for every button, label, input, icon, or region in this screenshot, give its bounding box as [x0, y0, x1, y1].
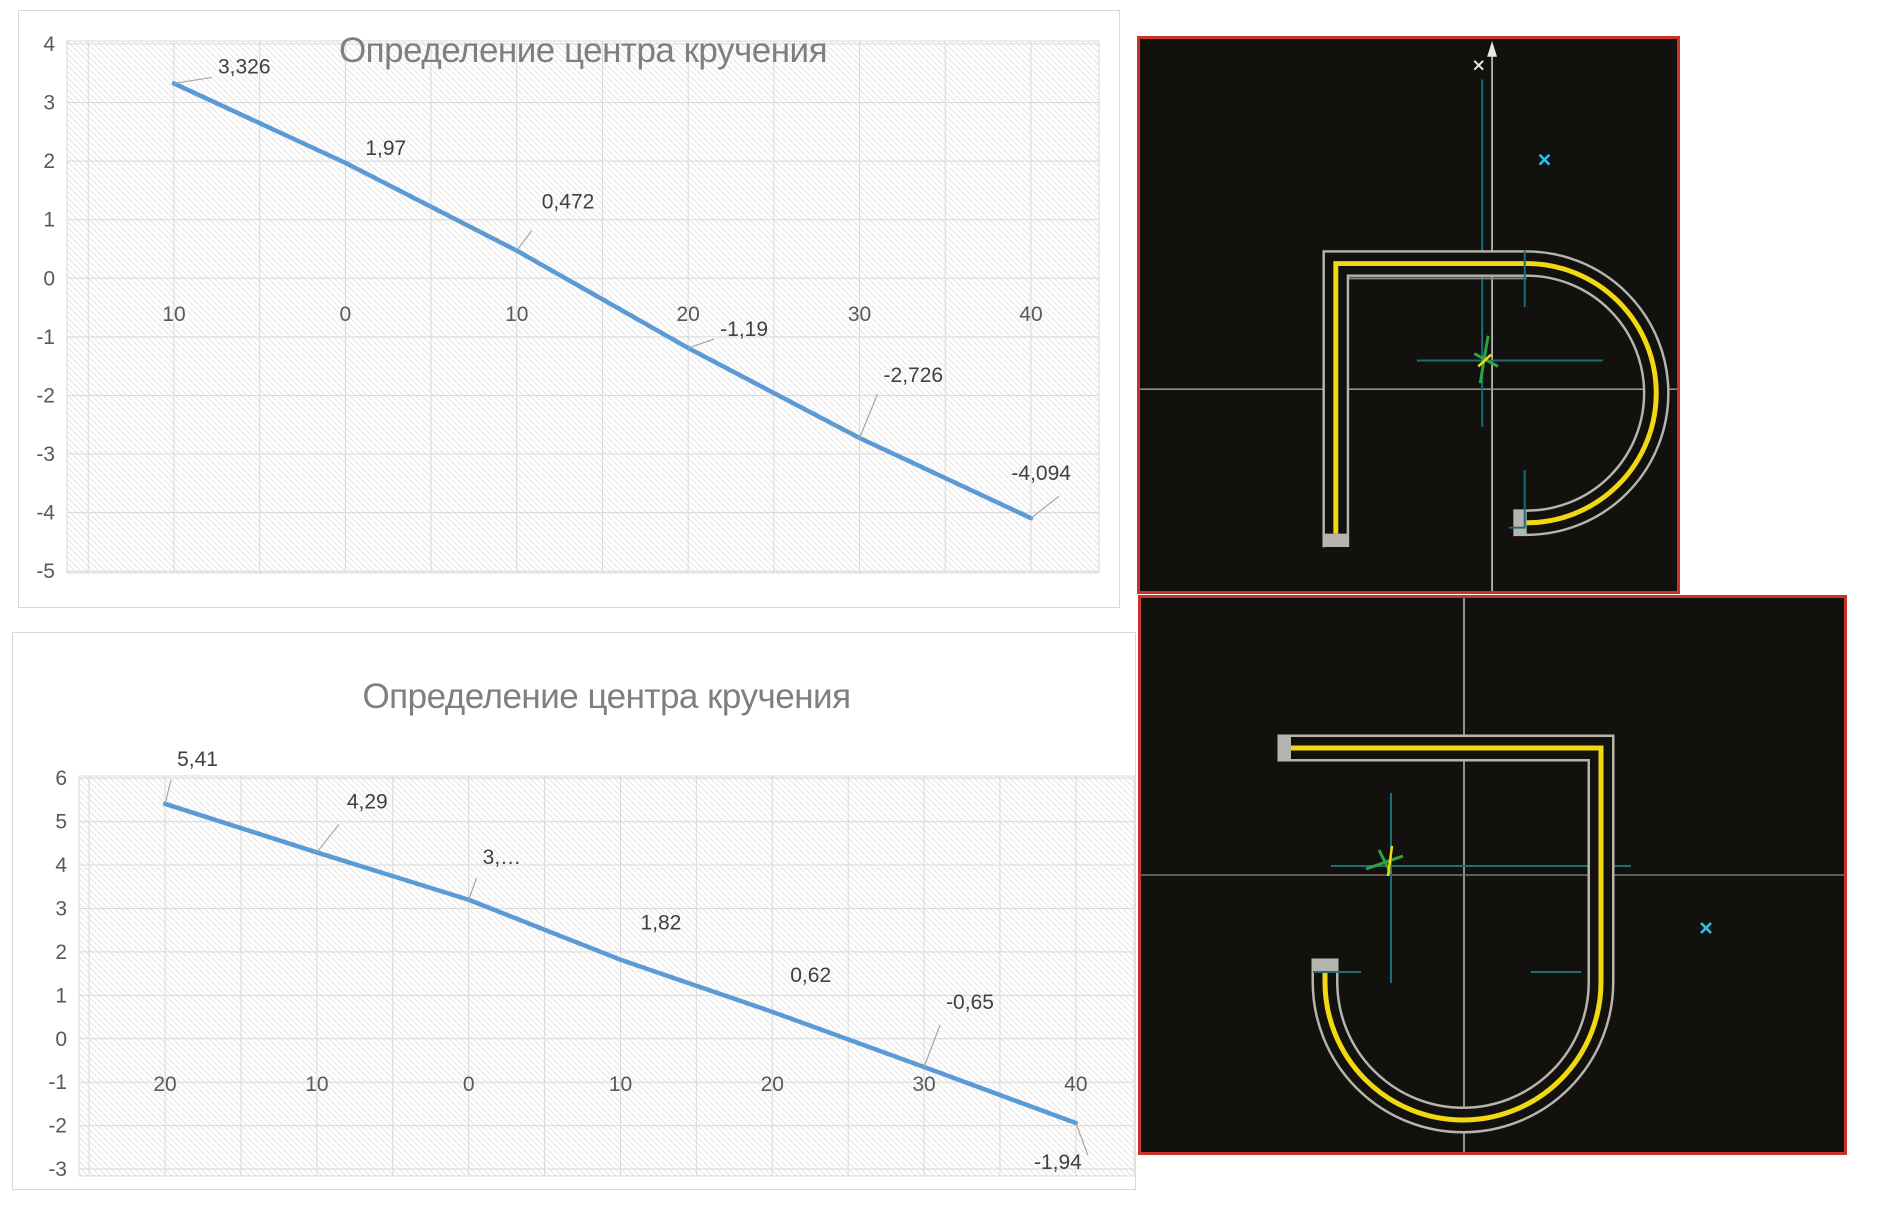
- x-tick-label: 20: [153, 1073, 176, 1096]
- axis-x-marker-icon: [1473, 60, 1484, 71]
- data-label-leader: [1075, 1122, 1089, 1156]
- point-x-marker-icon: [1538, 153, 1551, 166]
- y-tick-label: 1: [55, 984, 67, 1007]
- data-label-leader: [164, 779, 172, 804]
- y-tick-label: 3: [55, 897, 67, 920]
- data-label: 3,…: [483, 846, 522, 869]
- y-tick-label: -1: [36, 326, 55, 349]
- cad-view-bottom[interactable]: [1138, 595, 1847, 1155]
- data-label: -2,726: [884, 364, 944, 387]
- data-label-leader: [516, 230, 533, 251]
- snap-highlight-icon: [1477, 353, 1492, 368]
- plot-border: [78, 775, 1135, 1177]
- data-label-leader: [923, 1024, 941, 1068]
- chart-title: Определение центра кручения: [338, 31, 828, 70]
- y-tick-label: -5: [36, 560, 55, 583]
- y-tick-label: 2: [43, 150, 55, 173]
- line-chart-top: 10 0 10 20 30 4043210-1-2-3-4-53,3261,970,472…: [36, 33, 1100, 583]
- cad-canvas-bottom: [1141, 598, 1844, 1152]
- y-tick-label: 0: [55, 1028, 67, 1051]
- y-tick-label: 6: [55, 767, 67, 790]
- data-label: 0,472: [542, 191, 595, 214]
- series-line: [171, 81, 1034, 521]
- y-tick-label: 1: [43, 209, 55, 232]
- data-label: 4,29: [347, 790, 388, 813]
- data-label: -0,65: [946, 991, 994, 1014]
- x-tick-label: 0: [340, 303, 352, 326]
- y-tick-label: -4: [36, 502, 55, 525]
- y-tick-label: -3: [36, 443, 55, 466]
- y-tick-label: 5: [55, 811, 67, 834]
- data-label: 1,82: [640, 912, 681, 935]
- line-chart-bottom: 20 10 0 10 20 30 406543210-1-2-35,414,293,…1,8…: [48, 748, 1135, 1181]
- section-midline-highlight: [1333, 261, 1659, 534]
- data-label: 3,326: [218, 55, 271, 78]
- x-tick-label: 10: [162, 303, 185, 326]
- y-tick-label: 3: [43, 92, 55, 115]
- data-label-leader: [468, 877, 478, 900]
- cad-view-top[interactable]: [1137, 36, 1680, 594]
- x-tick-label: 10: [305, 1073, 328, 1096]
- y-tick-label: -2: [36, 384, 55, 407]
- x-tick-label: 20: [761, 1073, 784, 1096]
- data-label-leader: [687, 338, 715, 349]
- data-label-leader: [316, 824, 340, 853]
- data-label: -1,94: [1034, 1151, 1082, 1174]
- data-label: 0,62: [790, 964, 831, 987]
- x-tick-label: 30: [912, 1073, 935, 1096]
- plot-area: [67, 41, 1099, 573]
- guide-tick-bottom: [1508, 470, 1526, 529]
- chart-panel-top[interactable]: Определение центра кручения 10 0 10 20 30 40 4…: [18, 10, 1120, 608]
- y-tick-label: 0: [43, 267, 55, 290]
- chart-title: Определение центра кручения: [362, 677, 851, 716]
- x-tick-label: 30: [848, 303, 871, 326]
- chart-panel-bottom[interactable]: Определение центра кручения 20 10 0 10 20 30 4…: [12, 632, 1136, 1190]
- y-tick-label: 4: [55, 854, 67, 877]
- plot-area: [79, 776, 1134, 1176]
- section-midline-highlight: [1291, 745, 1604, 1123]
- x-tick-label: 40: [1019, 303, 1042, 326]
- data-label-leader: [858, 393, 879, 439]
- data-label-leader: [173, 76, 213, 85]
- point-x-marker-icon: [1700, 922, 1712, 934]
- data-label-leader: [1030, 495, 1060, 519]
- plot-border: [66, 40, 1100, 574]
- cad-canvas-top: [1140, 39, 1677, 591]
- y-tick-label: -3: [48, 1158, 67, 1181]
- y-tick-label: -1: [48, 1071, 67, 1094]
- data-label: -1,19: [720, 318, 768, 341]
- y-tick-label: -2: [48, 1115, 67, 1138]
- x-tick-label: 40: [1064, 1073, 1087, 1096]
- y-tick-label: 2: [55, 941, 67, 964]
- y-tick-label: 4: [43, 33, 55, 56]
- snap-highlight-icon: [1386, 845, 1394, 877]
- x-tick-label: 0: [463, 1073, 475, 1096]
- data-label: -4,094: [1011, 462, 1071, 485]
- data-label: 1,97: [365, 137, 406, 160]
- x-tick-label: 20: [676, 303, 699, 326]
- data-label: 5,41: [177, 748, 218, 771]
- x-tick-label: 10: [609, 1073, 632, 1096]
- axis-arrow-icon: [1487, 40, 1498, 57]
- x-tick-label: 10: [505, 303, 528, 326]
